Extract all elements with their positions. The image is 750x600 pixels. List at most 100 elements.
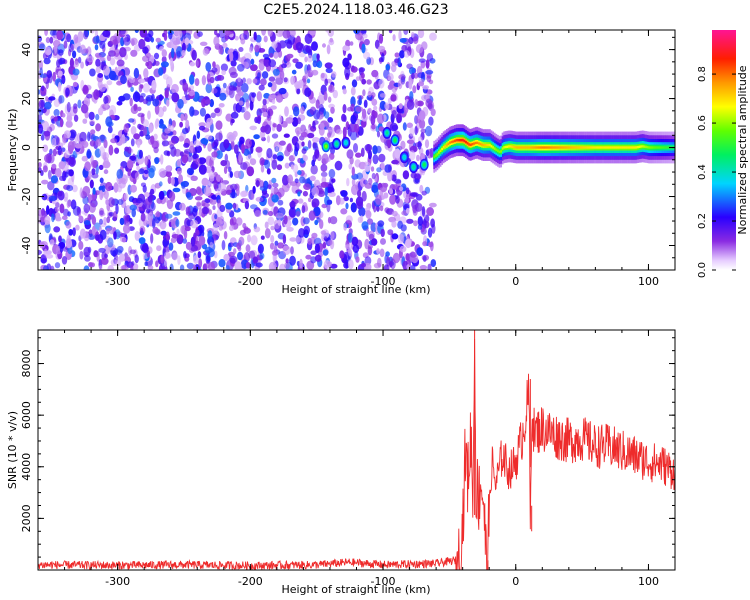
noise-blob (389, 188, 393, 195)
noise-blob (87, 214, 92, 222)
signal-track-cell (641, 145, 644, 148)
signal-track-cell (465, 140, 467, 144)
noise-blob (229, 171, 233, 178)
noise-blob (204, 246, 213, 254)
noise-blob (201, 206, 210, 215)
noise-blob (295, 42, 304, 51)
noise-blob (307, 69, 314, 77)
noise-blob (107, 126, 113, 134)
noise-blob (160, 230, 167, 236)
noise-blob (397, 233, 405, 244)
noise-blob (342, 45, 351, 51)
noise-blob (237, 63, 245, 72)
noise-blob (183, 251, 187, 259)
noise-blob (176, 228, 180, 236)
signal-track-cell (570, 146, 572, 149)
noise-blob (201, 177, 209, 187)
noise-blob (53, 43, 58, 54)
noise-blob (69, 57, 74, 69)
noise-blob (262, 104, 267, 112)
noise-blob (268, 53, 274, 58)
noise-blob (48, 195, 57, 202)
noise-blob (197, 251, 202, 259)
spectrogram-y-ticklabel: 40 (20, 43, 33, 57)
noise-blob (281, 182, 290, 193)
noise-blob (268, 94, 276, 100)
colorbar-ticklabel: 0.2 (697, 213, 708, 229)
noise-blob (208, 182, 213, 187)
noise-blob (243, 30, 248, 35)
noise-blob (178, 174, 183, 184)
noise-blob (376, 248, 380, 255)
noise-blob (266, 148, 273, 159)
noise-blob (159, 220, 167, 230)
noise-blob (115, 203, 119, 215)
noise-blob (233, 170, 242, 179)
noise-blob (205, 121, 211, 129)
noise-blob (387, 73, 394, 82)
noise-blob (113, 231, 117, 240)
noise-blob (38, 124, 44, 134)
noise-blob (186, 167, 195, 176)
noise-blob (44, 215, 51, 226)
noise-blob (220, 63, 228, 72)
noise-blob (370, 166, 375, 172)
noise-blob (277, 199, 284, 206)
noise-blob (175, 218, 180, 228)
noise-blob (140, 182, 147, 188)
noise-blob (154, 104, 160, 115)
noise-blob (406, 99, 415, 110)
noise-blob (319, 219, 324, 230)
noise-blob (65, 87, 70, 97)
noise-blob (287, 174, 294, 184)
noise-blob (295, 61, 303, 69)
noise-blob (165, 171, 172, 178)
signal-track-cell (517, 146, 520, 149)
signal-track-cell (621, 146, 623, 149)
noise-blob (350, 103, 355, 112)
signal-track-cell (506, 145, 509, 148)
signal-track-cell (471, 143, 474, 146)
noise-blob (38, 209, 45, 217)
signal-track-cell (656, 146, 658, 149)
noise-blob (396, 114, 403, 123)
noise-blob (180, 181, 185, 187)
signal-track-cell (498, 150, 501, 153)
noise-blob (386, 256, 390, 267)
noise-blob (123, 123, 129, 133)
noise-blob (378, 78, 385, 89)
signal-track-cell (541, 146, 544, 149)
noise-blob (274, 240, 279, 246)
noise-blob (199, 41, 208, 46)
signal-burst (321, 140, 331, 153)
noise-blob (304, 87, 312, 97)
noise-blob (390, 64, 397, 73)
noise-blob (225, 202, 233, 210)
noise-blob (107, 237, 114, 248)
noise-blob (61, 255, 68, 265)
noise-blob (129, 204, 137, 211)
noise-blob (196, 130, 201, 139)
noise-blob (330, 106, 335, 114)
noise-blob (127, 146, 132, 154)
noise-blob (320, 163, 328, 172)
noise-blob (233, 144, 239, 155)
noise-blob (79, 228, 86, 239)
noise-blob (425, 70, 434, 75)
noise-blob (101, 185, 106, 193)
noise-blob (138, 149, 143, 159)
noise-blob (238, 152, 243, 163)
colorbar-gradient (712, 30, 736, 270)
noise-blob (267, 30, 273, 37)
noise-blob (264, 124, 272, 135)
noise-blob (271, 264, 276, 270)
noise-blob (165, 76, 173, 88)
spectrogram-ylabel: Frequency (Hz) (6, 109, 19, 192)
noise-blob (83, 265, 90, 270)
noise-blob (256, 91, 262, 102)
noise-blob (317, 60, 323, 69)
snr-y-ticklabel: 2000 (20, 504, 33, 532)
noise-blob (198, 235, 206, 246)
noise-blob (371, 92, 376, 98)
signal-track-cell (512, 145, 515, 149)
